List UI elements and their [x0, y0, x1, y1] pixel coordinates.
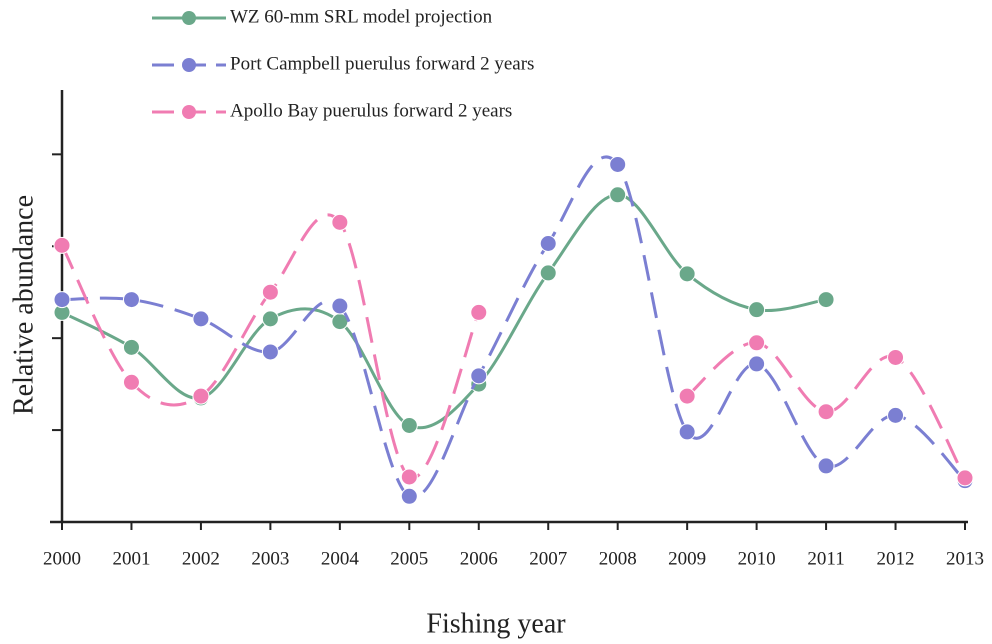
x-tick-label: 2008: [599, 548, 637, 569]
data-point: [470, 303, 488, 321]
data-point: [470, 367, 488, 385]
x-tick-label: 2012: [877, 548, 915, 569]
legend-marker: [182, 58, 196, 72]
x-tick-label: 2011: [807, 548, 844, 569]
data-point: [817, 457, 835, 475]
x-tick-label: 2006: [460, 548, 498, 569]
data-point: [609, 155, 627, 173]
x-tick-label: 2001: [112, 548, 150, 569]
x-axis-label: Fishing year: [426, 608, 566, 639]
data-point: [678, 423, 696, 441]
x-tick-label: 2003: [251, 548, 289, 569]
x-tick-label: 2010: [738, 548, 776, 569]
x-tick-label: 2000: [43, 548, 81, 569]
x-tick-label: 2002: [182, 548, 220, 569]
data-point: [122, 373, 140, 391]
x-tick-label: 2009: [668, 548, 706, 569]
data-point: [609, 186, 627, 204]
data-point: [678, 387, 696, 405]
data-point: [261, 310, 279, 328]
data-point: [53, 291, 71, 309]
data-point: [748, 301, 766, 319]
legend-label: Apollo Bay puerulus forward 2 years: [230, 100, 512, 121]
series-line: [61, 155, 967, 499]
data-point: [400, 416, 418, 434]
y-axis-label: Relative abundance: [8, 195, 39, 415]
legend-marker: [182, 11, 196, 25]
legend-marker: [182, 105, 196, 119]
data-point: [331, 213, 349, 231]
data-point: [261, 343, 279, 361]
data-point: [887, 406, 905, 424]
data-point: [887, 348, 905, 366]
x-tick-label: 2005: [390, 548, 428, 569]
data-point: [748, 334, 766, 352]
data-point: [539, 234, 557, 252]
data-point: [53, 236, 71, 254]
x-tick-label: 2004: [321, 548, 360, 569]
data-point: [678, 265, 696, 283]
data-point: [817, 403, 835, 421]
x-tick-label: 2007: [529, 548, 567, 569]
data-point: [817, 291, 835, 309]
data-point: [192, 310, 210, 328]
data-point: [400, 487, 418, 505]
data-point: [192, 387, 210, 405]
data-point: [748, 355, 766, 373]
data-point: [331, 297, 349, 315]
data-point: [400, 468, 418, 486]
x-tick-label: 2013: [946, 548, 984, 569]
legend-label: Port Campbell puerulus forward 2 years: [230, 53, 534, 74]
data-point: [956, 469, 974, 487]
data-point: [539, 264, 557, 282]
data-point: [122, 291, 140, 309]
data-point: [261, 283, 279, 301]
data-point: [122, 338, 140, 356]
legend-label: WZ 60-mm SRL model projection: [230, 6, 493, 27]
